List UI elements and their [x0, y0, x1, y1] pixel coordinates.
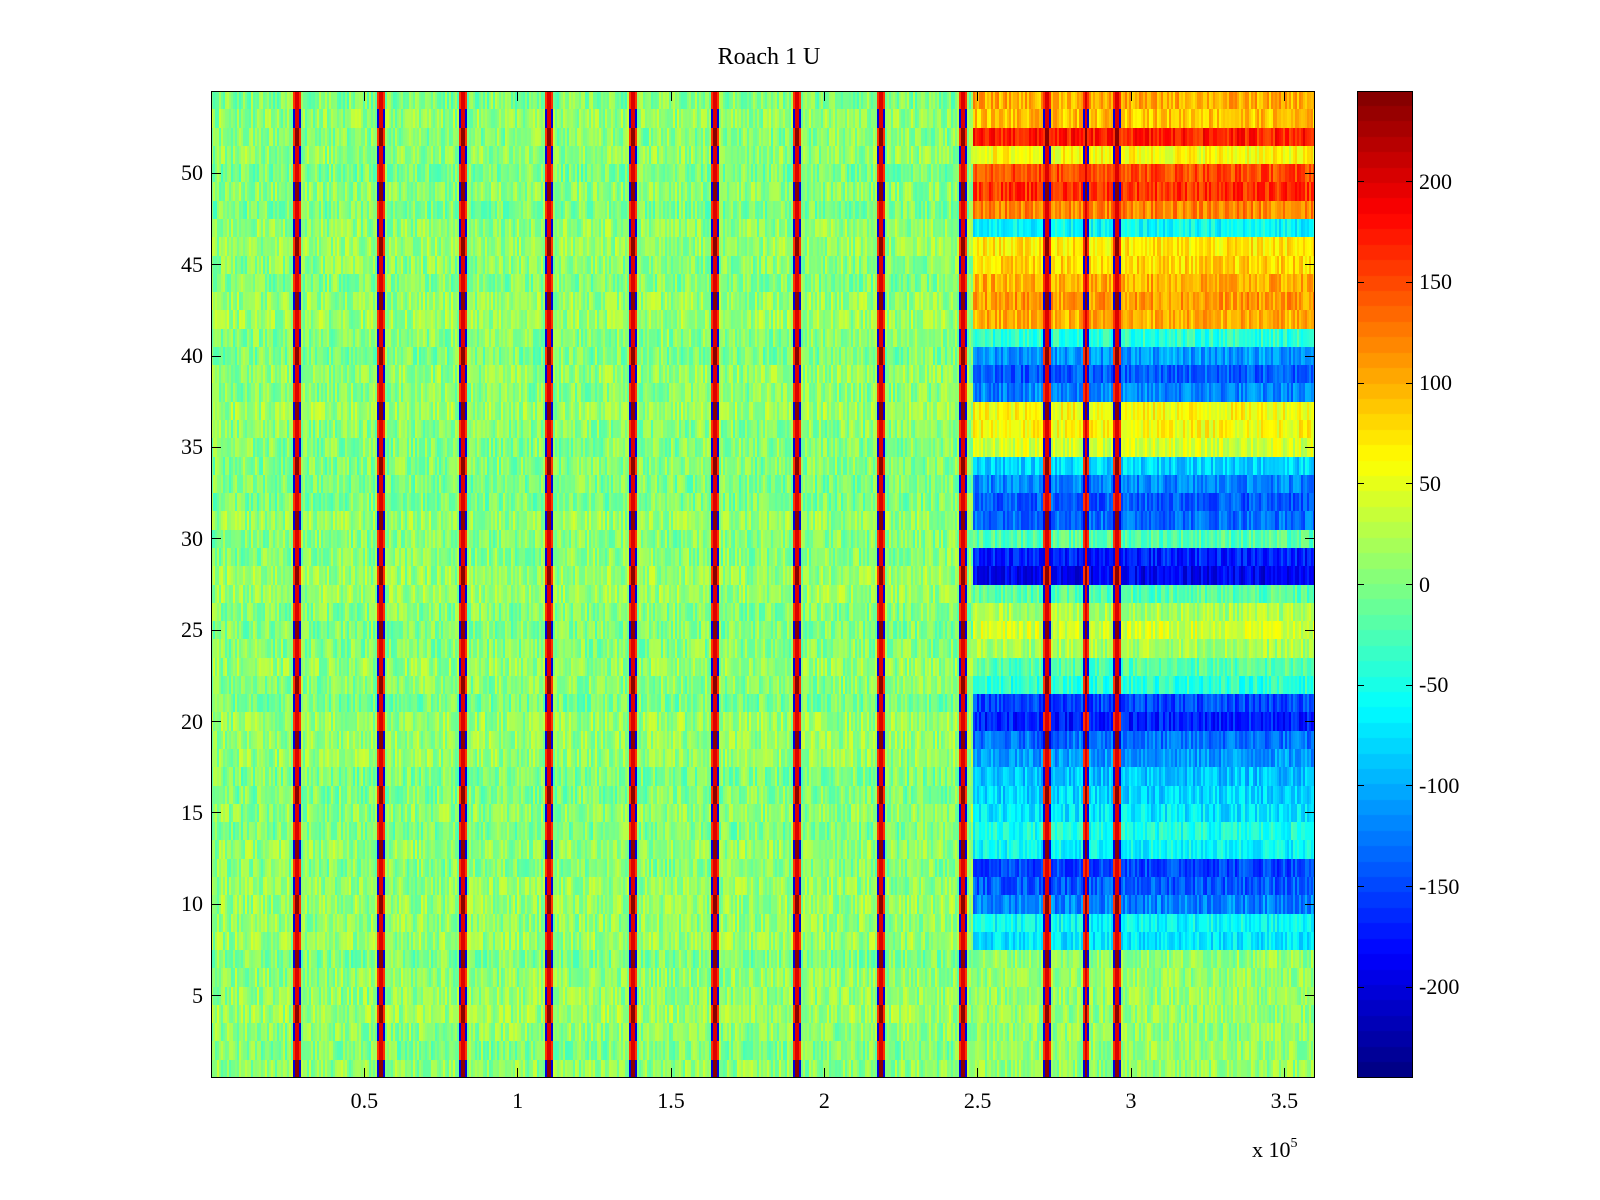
y-tick-label: 45 [181, 251, 203, 277]
plot-area [211, 91, 1315, 1078]
y-tick [211, 721, 221, 723]
colorbar-tick [1357, 886, 1364, 888]
x-tick [517, 1068, 519, 1078]
colorbar-tick [1357, 281, 1364, 283]
x-tick-label: 3 [1125, 1088, 1137, 1113]
x-tick [670, 1068, 672, 1078]
colorbar-tick [1406, 181, 1413, 183]
colorbar-tick-label: 50 [1419, 470, 1441, 496]
x-tick [1130, 91, 1132, 101]
x-tick [517, 91, 519, 101]
colorbar-tick [1406, 684, 1413, 686]
y-tick [211, 355, 221, 357]
colorbar-tick-label: 200 [1419, 168, 1452, 194]
heatmap-image [211, 91, 1315, 1078]
colorbar-tick [1406, 886, 1413, 888]
y-tick [1305, 355, 1315, 357]
x-tick-label: 0.5 [350, 1088, 379, 1113]
colorbar-tick [1357, 684, 1364, 686]
x-tick [977, 91, 979, 101]
y-tick [1305, 446, 1315, 448]
y-tick [1305, 903, 1315, 905]
colorbar-tick [1406, 785, 1413, 787]
colorbar-tick-label: -50 [1419, 672, 1449, 698]
colorbar-tick [1406, 584, 1413, 585]
y-tick [1305, 721, 1315, 723]
colorbar-tick-label: 150 [1419, 269, 1452, 295]
y-tick-label: 20 [181, 708, 203, 734]
colorbar-tick-label: -100 [1419, 772, 1460, 798]
x-tick [670, 91, 672, 101]
x-axis-exponent: x 105 [1252, 1135, 1298, 1162]
x-tick [823, 1068, 825, 1078]
x-tick [1130, 1068, 1132, 1078]
y-tick [211, 995, 221, 997]
x-tick-label: 2.5 [963, 1088, 992, 1113]
colorbar-tick [1406, 483, 1413, 485]
colorbar-tick-label: -200 [1419, 974, 1460, 1000]
y-tick [1305, 629, 1315, 631]
y-tick-label: 25 [181, 617, 203, 643]
y-tick [211, 903, 221, 905]
x-tick-label: 1.5 [657, 1088, 685, 1113]
chart-title: Roach 1 U [717, 44, 821, 70]
y-tick-label: 15 [181, 799, 203, 825]
colorbar-frame [1357, 91, 1413, 1078]
x-tick [363, 91, 365, 101]
colorbar-tick [1357, 986, 1364, 988]
x-tick [363, 1068, 365, 1078]
y-tick [211, 446, 221, 448]
y-tick [211, 629, 221, 631]
colorbar [1357, 91, 1413, 1078]
y-tick [211, 172, 221, 174]
colorbar-tick [1406, 986, 1413, 988]
colorbar-tick [1357, 785, 1364, 787]
x-tick [823, 91, 825, 101]
x-tick [1283, 91, 1285, 101]
y-tick-label: 40 [181, 343, 203, 369]
colorbar-tick [1357, 584, 1364, 585]
x-tick-label: 3.5 [1270, 1088, 1299, 1113]
y-tick-label: 5 [192, 982, 203, 1008]
y-tick-label: 10 [181, 891, 203, 917]
y-tick [1305, 995, 1315, 997]
colorbar-tick-label: 0 [1419, 571, 1430, 597]
x-tick [977, 1068, 979, 1078]
y-tick-label: 30 [181, 525, 203, 551]
y-tick [211, 812, 221, 814]
plot-frame [211, 91, 1315, 1078]
colorbar-tick-label: -150 [1419, 873, 1460, 899]
y-tick [1305, 538, 1315, 540]
y-tick [211, 264, 221, 266]
colorbar-tick [1357, 382, 1364, 384]
y-tick-label: 50 [181, 160, 203, 186]
y-tick-label: 35 [181, 434, 203, 460]
y-tick [211, 538, 221, 540]
colorbar-tick [1406, 382, 1413, 384]
y-tick [1305, 264, 1315, 266]
colorbar-tick [1357, 483, 1364, 485]
y-tick [1305, 172, 1315, 174]
x-tick-label: 1 [512, 1088, 524, 1113]
y-tick [1305, 812, 1315, 814]
x-tick [1283, 1068, 1285, 1078]
colorbar-tick [1357, 181, 1364, 183]
x-tick-label: 2 [818, 1088, 830, 1113]
colorbar-tick [1406, 281, 1413, 283]
colorbar-tick-label: 100 [1419, 370, 1452, 396]
